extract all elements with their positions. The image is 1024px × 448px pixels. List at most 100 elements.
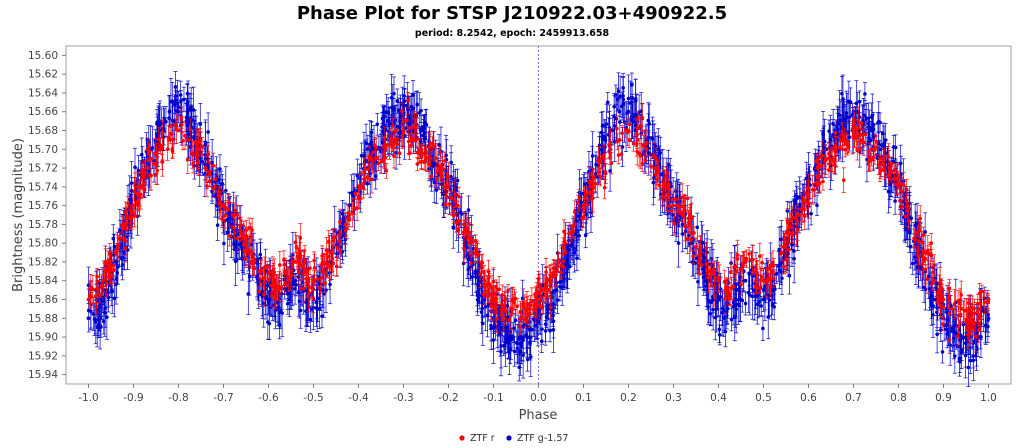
data-point-ztf-g xyxy=(729,317,734,322)
y-tick-label: 15.66 xyxy=(28,106,58,118)
x-tick-label: -0.4 xyxy=(348,392,369,404)
data-point-ztf-g xyxy=(139,152,144,157)
y-tick-label: 15.72 xyxy=(28,163,58,175)
y-tick-label: 15.70 xyxy=(28,144,58,156)
data-point-ztf-g xyxy=(555,251,560,255)
y-tick-label: 15.64 xyxy=(28,87,58,99)
data-point-ztf-g xyxy=(375,122,380,127)
data-point-ztf-g xyxy=(608,169,612,173)
data-point-ztf-g xyxy=(167,116,171,120)
data-point-ztf-g xyxy=(434,188,439,192)
y-tick-label: 15.62 xyxy=(28,69,58,81)
x-tick-label: -0.1 xyxy=(483,392,504,404)
data-point-ztf-g xyxy=(651,180,656,185)
data-point-ztf-g xyxy=(105,315,109,319)
data-point-ztf-g xyxy=(732,315,737,320)
data-point-ztf-g xyxy=(910,261,915,266)
data-point-ztf-g xyxy=(628,101,633,105)
data-point-ztf-g xyxy=(106,290,110,295)
x-tick-label: -0.8 xyxy=(168,392,189,404)
data-point-ztf-g xyxy=(468,265,473,269)
data-point-ztf-g xyxy=(864,117,868,122)
data-point-ztf-g xyxy=(869,115,874,120)
data-point-ztf-g xyxy=(224,188,228,193)
y-tick-label: 15.68 xyxy=(28,125,58,137)
data-point-ztf-g xyxy=(761,326,765,331)
data-point-ztf-g xyxy=(743,301,748,306)
data-point-ztf-g xyxy=(178,93,183,97)
data-point-ztf-g xyxy=(175,101,180,106)
data-point-ztf-g xyxy=(647,122,652,126)
y-tick-label: 15.78 xyxy=(28,219,58,231)
data-point-ztf-g xyxy=(720,310,724,315)
data-point-ztf-g xyxy=(424,123,429,127)
data-point-ztf-g xyxy=(513,318,518,323)
data-point-ztf-g xyxy=(465,245,469,250)
x-tick-label: 0.6 xyxy=(800,392,817,404)
data-point-ztf-g xyxy=(632,120,637,124)
data-point-ztf-g xyxy=(809,211,813,216)
data-point-ztf-g xyxy=(772,305,777,309)
data-point-ztf-g xyxy=(779,237,783,242)
data-point-ztf-g xyxy=(958,333,963,337)
data-point-ztf-g xyxy=(718,295,723,299)
data-point-ztf-g xyxy=(560,285,565,289)
data-point-ztf-g xyxy=(397,130,401,135)
chart-title: Phase Plot for STSP J210922.03+490922.5 xyxy=(297,3,727,24)
data-point-ztf-g xyxy=(459,212,464,216)
data-point-ztf-g xyxy=(612,104,617,109)
chart-subtitle: period: 8.2542, epoch: 2459913.658 xyxy=(415,28,610,39)
data-point-ztf-g xyxy=(876,120,880,125)
data-point-ztf-g xyxy=(518,349,522,354)
y-tick-label: 15.80 xyxy=(28,238,58,250)
data-point-ztf-g xyxy=(717,327,722,332)
data-series-layer xyxy=(86,71,991,388)
y-tick-label: 15.90 xyxy=(28,332,58,344)
data-point-ztf-g xyxy=(93,318,98,322)
x-tick-label: -1.0 xyxy=(78,392,99,404)
data-point-ztf-g xyxy=(956,344,960,349)
data-point-ztf-g xyxy=(512,326,516,331)
data-point-ztf-g xyxy=(881,131,885,136)
data-point-ztf-g xyxy=(246,292,251,296)
data-point-ztf-g xyxy=(258,252,263,257)
data-point-ztf-g xyxy=(572,246,576,251)
data-point-ztf-g xyxy=(146,162,150,166)
data-point-ztf-g xyxy=(617,109,622,114)
x-tick-label: 0.4 xyxy=(710,392,727,404)
data-point-ztf-g xyxy=(766,315,771,319)
data-point-ztf-g xyxy=(931,313,935,317)
x-tick-label: -0.2 xyxy=(438,392,459,404)
y-tick-label: 15.82 xyxy=(28,256,58,268)
y-tick-label: 15.74 xyxy=(28,181,58,193)
y-tick-label: 15.92 xyxy=(28,350,58,362)
data-point-ztf-g xyxy=(267,321,272,326)
data-point-ztf-g xyxy=(129,189,134,193)
data-point-ztf-g xyxy=(599,130,604,135)
data-point-ztf-g xyxy=(362,154,366,158)
data-point-ztf-g xyxy=(863,92,867,96)
data-point-ztf-g xyxy=(551,319,556,324)
data-point-ztf-g xyxy=(798,202,802,207)
data-point-ztf-g xyxy=(572,250,577,255)
data-point-ztf-g xyxy=(836,122,841,126)
data-point-ztf-g xyxy=(285,291,290,296)
x-axis: -1.0 -0.9 -0.8 -0.7 -0.6 -0.5 -0.4 -0.3 -0.2 -0.1… xyxy=(78,384,997,404)
data-point-ztf-g xyxy=(741,279,746,283)
x-tick-label: -0.7 xyxy=(213,392,234,404)
data-point-ztf-g xyxy=(797,217,801,222)
data-point-ztf-g xyxy=(185,91,190,96)
data-point-ztf-g xyxy=(293,278,298,283)
y-axis: 15.60 15.62 15.64 15.66 15.68 15.70 15.72 15.74… xyxy=(28,50,66,381)
data-point-ztf-g xyxy=(583,233,588,238)
data-point-ztf-g xyxy=(395,99,399,103)
data-point-ztf-g xyxy=(470,274,475,279)
data-point-ztf-g xyxy=(594,162,598,167)
data-point-ztf-g xyxy=(200,159,205,164)
data-point-ztf-g xyxy=(966,365,971,370)
data-point-ztf-g xyxy=(630,114,635,119)
x-tick-label: -0.3 xyxy=(393,392,414,404)
y-tick-label: 15.84 xyxy=(28,275,58,287)
data-point-ztf-g xyxy=(618,94,622,99)
data-point-ztf-g xyxy=(368,171,372,176)
